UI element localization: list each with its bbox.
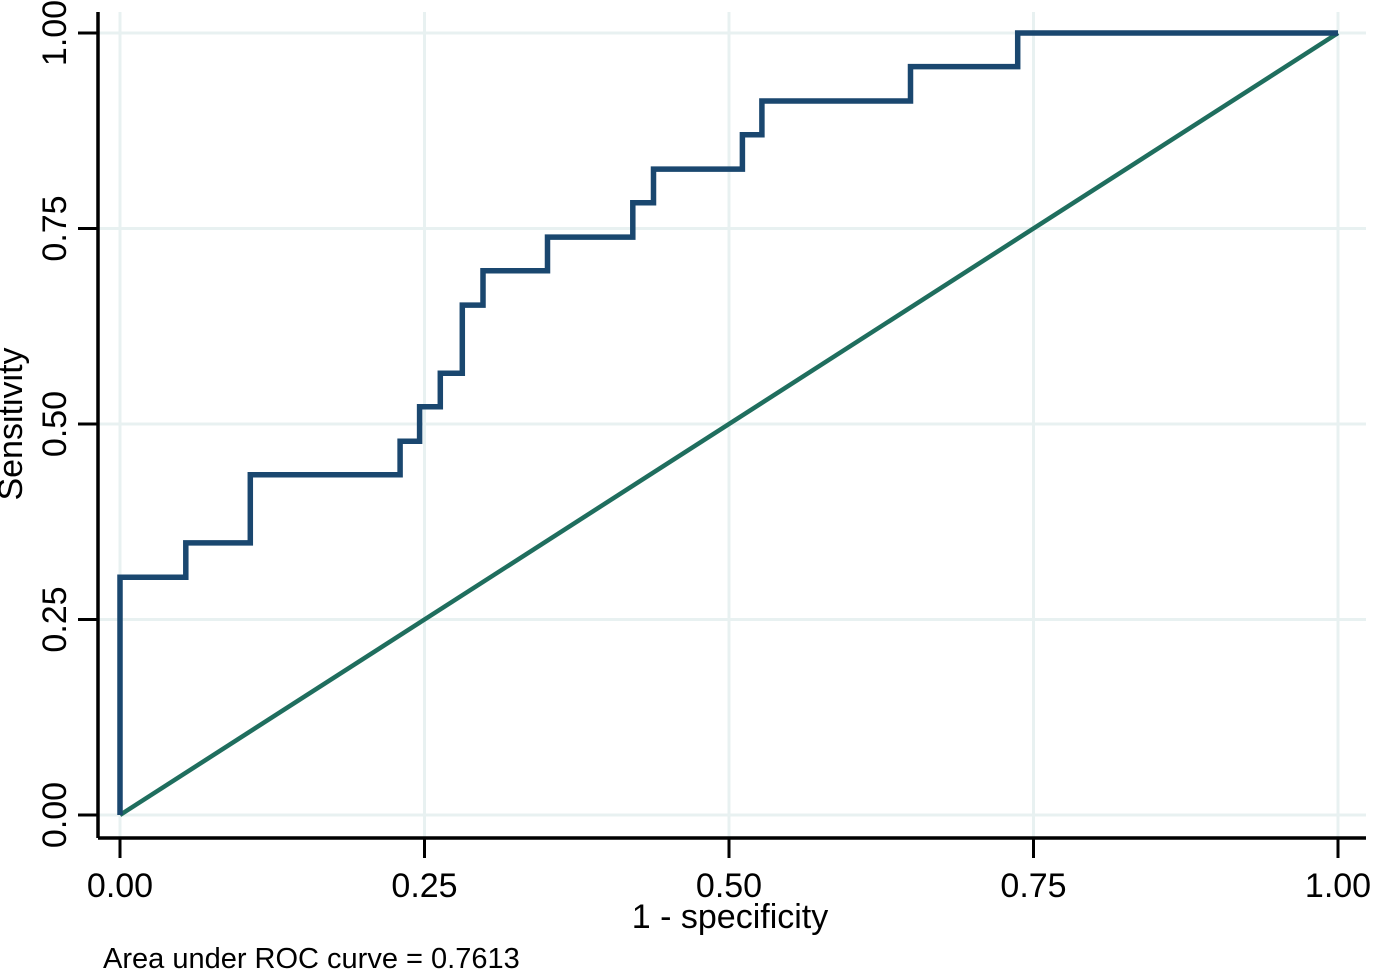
curve-layer (117, 30, 1340, 817)
roc-curve-line (117, 30, 1338, 815)
y-axis-title: Sensitivity (0, 347, 30, 500)
tick-layer: 0.00 0.25 0.50 0.75 1.00 0.00 0.25 0.50 0.75 1.00 (36, 0, 1371, 905)
x-tick-label: 0.00 (87, 867, 153, 905)
y-tick-label: 0.00 (36, 782, 74, 848)
y-tick-label: 0.50 (36, 391, 74, 457)
label-layer: Sensitivity 1 - specificity Area under R… (0, 347, 828, 975)
y-tick-label: 0.25 (36, 586, 74, 652)
auc-note: Area under ROC curve = 0.7613 (103, 943, 520, 975)
x-tick-label: 0.75 (1000, 867, 1066, 905)
y-tick-label: 1.00 (36, 0, 74, 66)
x-tick-label: 1.00 (1305, 867, 1371, 905)
x-tick-label: 0.25 (391, 867, 457, 905)
y-tick-label: 0.75 (36, 195, 74, 261)
x-axis-title: 1 - specificity (632, 898, 829, 936)
grid-layer (98, 12, 1366, 838)
reference-diagonal-line (118, 31, 1340, 817)
x-tick-label: 0.50 (696, 867, 762, 905)
